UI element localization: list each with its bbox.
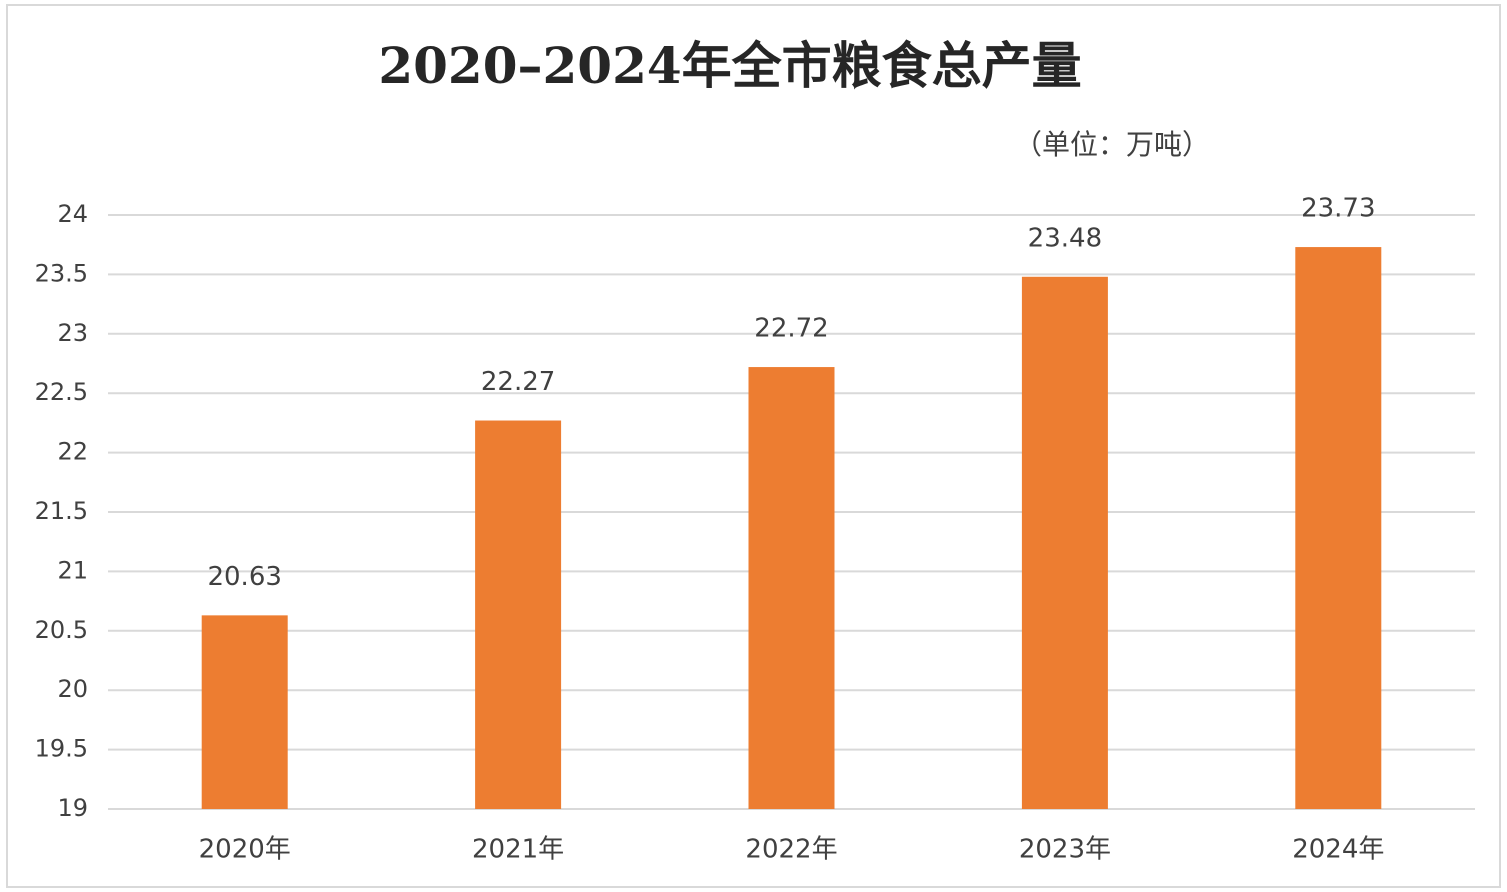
data-label: 23.73	[1301, 194, 1375, 224]
data-label: 22.72	[754, 314, 828, 344]
y-tick-label: 23	[57, 319, 88, 347]
y-tick-label: 24	[57, 200, 88, 228]
y-tick-label: 22	[57, 438, 88, 466]
y-tick-label: 19	[57, 794, 88, 822]
x-tick-label: 2022年	[745, 835, 837, 865]
x-tick-label: 2020年	[199, 835, 291, 865]
y-tick-label: 22.5	[35, 378, 88, 406]
data-label: 20.63	[207, 562, 281, 592]
bar	[1021, 276, 1108, 809]
x-tick-label: 2021年	[472, 835, 564, 865]
y-tick-label: 21	[57, 556, 88, 584]
y-tick-label: 19.5	[35, 735, 88, 763]
y-tick-label: 20	[57, 675, 88, 703]
bar	[201, 615, 288, 809]
chart-title: 2020–2024年全市粮食总产量	[378, 36, 1081, 95]
x-tick-label: 2024年	[1292, 835, 1384, 865]
y-tick-label: 20.5	[35, 616, 88, 644]
x-tick-label: 2023年	[1019, 835, 1111, 865]
y-tick-label: 23.5	[35, 259, 88, 287]
data-label: 22.27	[481, 367, 555, 397]
bar	[748, 367, 835, 809]
y-tick-label: 21.5	[35, 497, 88, 525]
data-label: 23.48	[1028, 223, 1102, 253]
bar	[1295, 247, 1382, 810]
bar	[475, 420, 562, 809]
chart-subtitle: （单位：万吨）	[1014, 128, 1210, 161]
